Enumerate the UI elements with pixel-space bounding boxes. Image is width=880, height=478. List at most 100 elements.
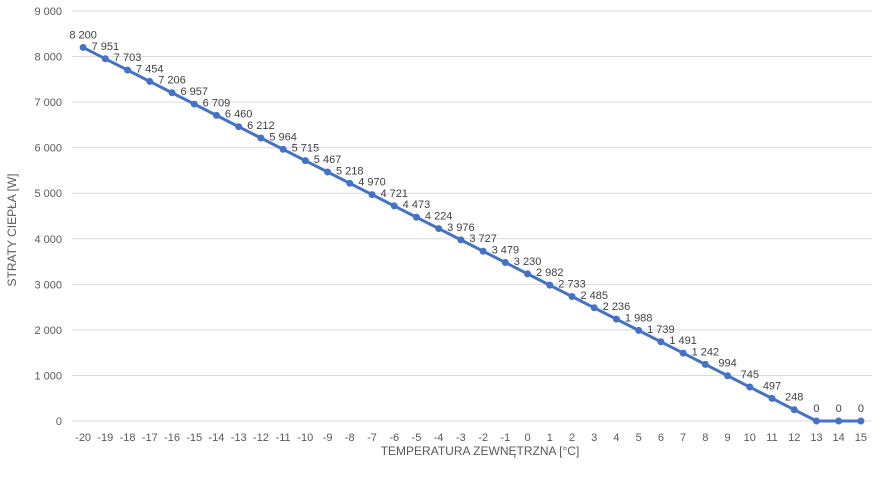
data-point	[101, 55, 109, 63]
data-point	[390, 202, 398, 210]
data-label: 5 715	[292, 143, 320, 155]
data-point	[768, 394, 776, 402]
y-tick-label: 7 000	[34, 97, 62, 109]
data-label: 2 733	[558, 278, 586, 290]
data-label: 4 721	[380, 188, 408, 200]
x-tick-label: -12	[253, 432, 269, 444]
x-tick-label: 3	[591, 432, 597, 444]
x-tick-label: -9	[323, 432, 333, 444]
data-points	[79, 43, 865, 425]
data-label: 6 460	[225, 109, 253, 121]
y-tick-label: 9 000	[34, 6, 62, 18]
data-label: 3 479	[492, 245, 520, 257]
data-label: 4 473	[403, 199, 431, 211]
data-point	[235, 123, 243, 131]
data-label: 0	[813, 403, 819, 415]
data-point	[124, 66, 132, 74]
x-tick-label: 11	[766, 432, 777, 444]
data-point	[146, 77, 154, 85]
data-point	[279, 145, 287, 153]
data-point	[412, 213, 420, 221]
data-label: 248	[785, 392, 803, 404]
data-label: 7 951	[92, 41, 120, 53]
x-tick-label: 14	[833, 432, 845, 444]
data-point	[546, 281, 554, 289]
x-tick-label: 6	[658, 432, 664, 444]
data-point	[790, 406, 798, 414]
data-point	[701, 360, 709, 368]
x-tick-label: 0	[524, 432, 530, 444]
x-tick-label: 1	[547, 432, 553, 444]
x-tick-label: 13	[810, 432, 822, 444]
x-tick-label: -10	[297, 432, 313, 444]
data-point	[79, 43, 87, 51]
data-point	[724, 372, 732, 380]
data-label: 4 224	[425, 211, 453, 223]
data-point	[190, 100, 198, 108]
data-label: 1 739	[647, 324, 675, 336]
data-label: 8 200	[69, 29, 97, 41]
x-tick-label: 2	[569, 432, 575, 444]
data-label: 0	[858, 403, 864, 415]
x-tick-label: -3	[456, 432, 466, 444]
data-label: 7 454	[136, 63, 164, 75]
x-tick-label: 10	[744, 432, 756, 444]
x-tick-label: -11	[276, 432, 291, 444]
data-point	[635, 326, 643, 334]
data-label: 7 703	[114, 52, 142, 64]
x-tick-label: -14	[208, 432, 224, 444]
data-point	[746, 383, 754, 391]
data-point	[524, 270, 532, 278]
data-point	[324, 168, 332, 176]
x-tick-label: 9	[724, 432, 730, 444]
y-tick-label: 3 000	[34, 279, 62, 291]
data-label: 1 988	[625, 312, 653, 324]
data-label: 1 242	[692, 346, 720, 358]
data-point	[612, 315, 620, 323]
x-tick-label: 15	[855, 432, 867, 444]
data-point	[435, 225, 443, 233]
data-point	[679, 349, 687, 357]
data-label: 0	[836, 403, 842, 415]
data-point	[835, 417, 843, 425]
x-tick-label: -20	[75, 432, 91, 444]
y-tick-label: 4 000	[34, 234, 62, 246]
x-tick-label: 7	[680, 432, 686, 444]
x-tick-label: -8	[345, 432, 355, 444]
data-point	[368, 191, 376, 199]
data-label: 6 212	[247, 120, 275, 132]
y-tick-label: 2 000	[34, 325, 62, 337]
data-point	[568, 292, 576, 300]
x-tick-label: -6	[389, 432, 399, 444]
data-label: 497	[763, 380, 781, 392]
data-point	[346, 179, 354, 187]
y-tick-label: 8 000	[34, 52, 62, 64]
data-point	[857, 417, 865, 425]
x-tick-label: 8	[702, 432, 708, 444]
y-tick-label: 6 000	[34, 143, 62, 155]
data-label: 5 218	[336, 165, 364, 177]
x-tick-label: -15	[186, 432, 202, 444]
x-tick-label: -4	[434, 432, 444, 444]
data-label: 994	[718, 358, 736, 370]
data-point	[212, 111, 220, 119]
data-label: 3 727	[469, 233, 497, 245]
x-tick-label: -7	[367, 432, 377, 444]
x-tick-label: -5	[412, 432, 422, 444]
data-point	[168, 89, 176, 97]
data-point	[657, 338, 665, 346]
data-label: 3 230	[514, 256, 542, 268]
x-tick-label: 12	[788, 432, 800, 444]
x-tick-label: -18	[120, 432, 136, 444]
data-label: 5 467	[314, 154, 342, 166]
data-label: 6 957	[180, 86, 208, 98]
data-point	[812, 417, 820, 425]
y-axis-ticks: 0 1 000 2 000 3 000 4 000 5 000 6 000 7 000 8 00…	[34, 6, 62, 428]
x-axis-title: TEMPERATURA ZEWNĘTRZNA [°C]	[381, 444, 580, 458]
x-tick-label: -13	[231, 432, 247, 444]
data-label: 5 964	[269, 131, 297, 143]
data-point	[457, 236, 465, 244]
data-point	[301, 157, 309, 165]
gridlines	[72, 10, 872, 422]
